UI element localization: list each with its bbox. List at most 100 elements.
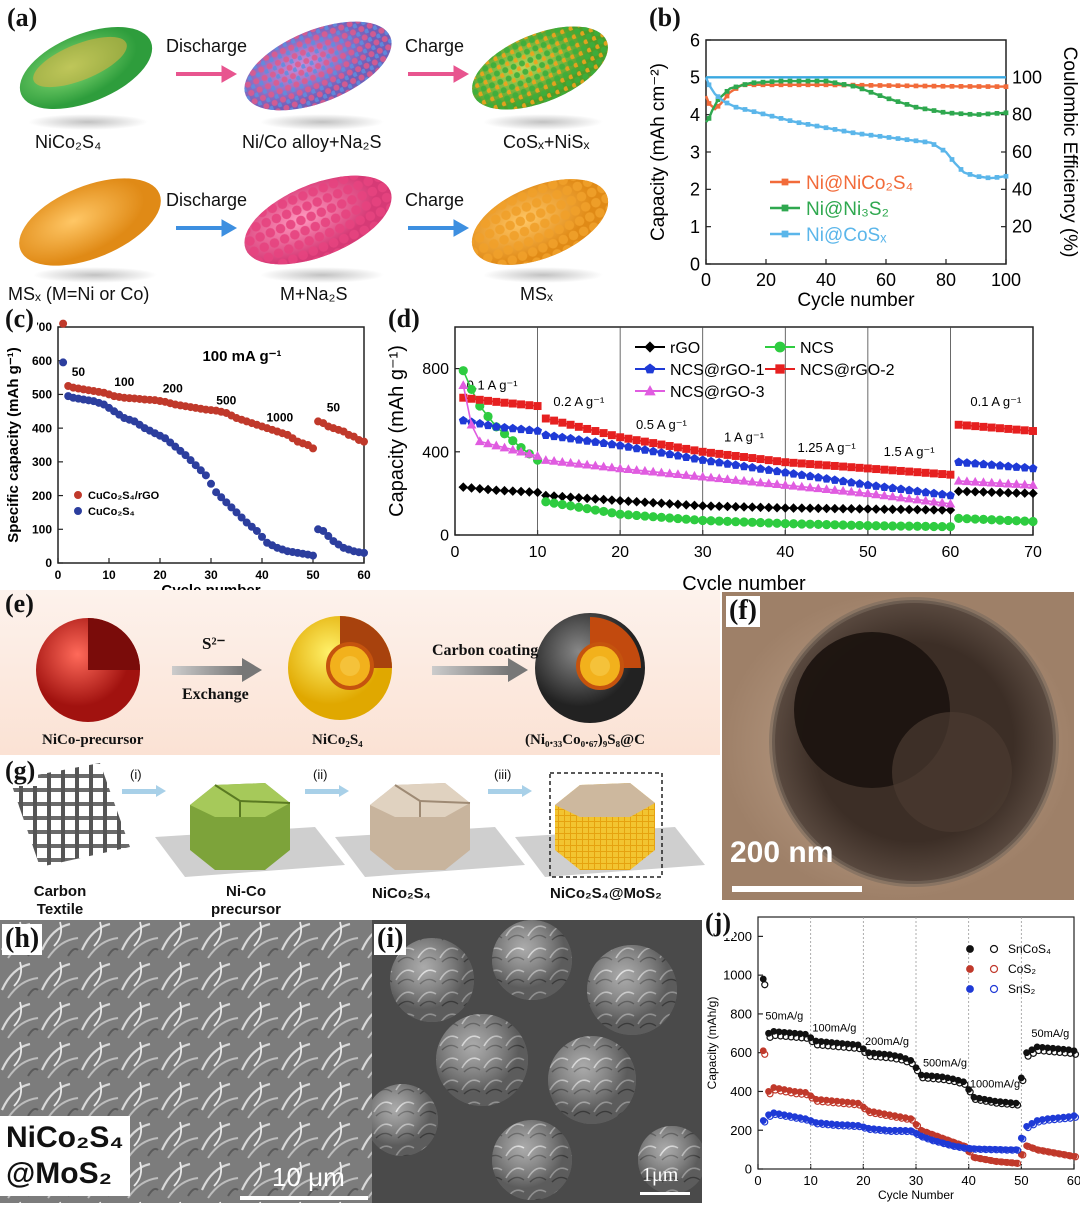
j-legend-hollow-0	[989, 944, 999, 954]
j-legend-text-2: SnS₂	[1008, 982, 1036, 996]
d-point-2-39	[772, 466, 782, 476]
b-point-2-7	[724, 100, 730, 106]
d-point-4-1	[458, 380, 469, 389]
panel-label-e: (e)	[5, 589, 34, 618]
d-point-3-52	[880, 465, 889, 474]
b-point-1-73	[922, 106, 928, 112]
d-point-4-70	[1028, 480, 1038, 489]
d-point-2-8	[516, 424, 526, 434]
discharge-arrow-top	[176, 65, 238, 83]
j-discharge-1-29	[908, 1116, 916, 1124]
c-point-1-f4	[74, 394, 83, 403]
c-xtick-1: 10	[102, 568, 116, 582]
d-point-0-65	[986, 487, 997, 498]
d-point-1-29	[689, 515, 700, 525]
d-point-4-4	[483, 438, 493, 448]
d-point-4-3	[474, 436, 485, 446]
c-point-1-f46	[288, 548, 297, 557]
c-point-0-f20	[155, 397, 164, 406]
exchange-arrow	[172, 658, 262, 682]
d-point-3-25	[657, 440, 666, 449]
b-point-2-85	[958, 167, 964, 172]
d-point-4-67	[1003, 478, 1014, 488]
d-point-1-21	[623, 510, 633, 520]
d-point-1-11	[541, 497, 551, 507]
b-point-1-25	[778, 78, 784, 84]
d-point-3-2	[467, 394, 476, 403]
d-point-2-70	[1028, 463, 1038, 473]
b-point-0-28	[787, 82, 793, 88]
d-point-2-55	[904, 485, 914, 495]
b-point-1-7	[724, 88, 730, 94]
d-point-0-38	[764, 502, 774, 513]
b-point-2-1	[706, 82, 712, 88]
d-point-1-12	[549, 498, 559, 508]
sem-image-i	[372, 920, 702, 1203]
d-point-3-66	[996, 424, 1004, 433]
c-point-0-f4	[74, 384, 83, 393]
d-point-3-67	[1004, 424, 1013, 433]
overlay-label-h: NiCo₂S₄ @MoS₂	[0, 1116, 130, 1196]
nico2s4-mos2-prism	[549, 772, 663, 878]
b-point-2-31	[796, 120, 802, 126]
c-point-0-36	[359, 437, 368, 446]
j-charge-2-1	[759, 1117, 767, 1124]
j-charge-1-20	[859, 1103, 867, 1111]
j-discharge-0-51	[1024, 1052, 1032, 1060]
d-xtick-1: 10	[529, 544, 547, 561]
d-point-0-42	[797, 503, 807, 513]
b-point-2-34	[805, 122, 811, 127]
d-point-3-24	[649, 439, 658, 448]
d-line-1-0	[462, 370, 539, 461]
panel-label-g: (g)	[2, 756, 39, 786]
caption-ni-co-s-c: (Ni₀.₃₃Co₀.₆₇)₉S₈@C	[525, 732, 645, 748]
b-point-1-46	[841, 82, 847, 87]
panel-label-h: (h)	[2, 923, 43, 955]
c-point-1-19	[242, 518, 251, 527]
j-discharge-0-7	[792, 1033, 800, 1041]
d-rate-0: 0.1 A g⁻¹	[467, 377, 519, 392]
d-point-0-57	[920, 504, 931, 515]
c-legend: CuCo₂S₄/rGO CuCo₂S₄	[74, 490, 160, 518]
d-point-1-55	[904, 521, 914, 531]
d-point-1-19	[607, 508, 617, 518]
d-point-0-69	[1019, 488, 1030, 498]
d-point-0-32	[714, 501, 724, 512]
c-point-1-14	[191, 461, 200, 470]
d-point-3-63	[971, 422, 980, 431]
c-xtick-4: 40	[255, 568, 269, 582]
d-point-4-25	[656, 467, 667, 477]
b-point-2-94	[985, 175, 991, 181]
d-point-2-54	[896, 484, 906, 494]
nico2s4-prism	[370, 783, 471, 870]
caption-cos-nis: CoSₓ+NiSₓ	[503, 132, 590, 152]
d-point-4-62	[962, 476, 972, 486]
d-point-0-36	[747, 502, 758, 512]
d-point-4-26	[664, 468, 675, 478]
b-ylabel: Capacity (mAh cm⁻²)	[648, 63, 669, 241]
d-point-2-11	[541, 430, 551, 440]
d-point-4-37	[755, 477, 766, 487]
j-ytick-3: 600	[730, 1045, 752, 1060]
d-point-1-68	[1011, 516, 1022, 526]
d-point-2-58	[929, 488, 939, 498]
c-ytick-6: 600	[32, 354, 52, 368]
d-point-2-68	[1012, 462, 1021, 471]
d-point-1-63	[970, 514, 980, 524]
c-point-1-12	[171, 442, 180, 451]
c-point-0-f16	[135, 394, 144, 403]
b-point-2-22	[769, 113, 775, 119]
j-xtick-1: 10	[803, 1173, 817, 1188]
c-ytick-3: 300	[32, 455, 52, 469]
b-point-2-13	[742, 107, 748, 112]
b-point-2-19	[760, 111, 766, 117]
d-point-4-35	[739, 475, 749, 485]
d-xtick-0: 0	[451, 544, 460, 561]
d-point-4-57	[920, 495, 931, 505]
d-point-0-26	[664, 499, 675, 509]
c-point-0-26	[308, 444, 317, 453]
d-series-1	[458, 366, 1038, 532]
c-ytick-1: 100	[32, 522, 52, 536]
c-point-0-f8	[94, 387, 103, 396]
d-point-3-3	[475, 395, 484, 404]
